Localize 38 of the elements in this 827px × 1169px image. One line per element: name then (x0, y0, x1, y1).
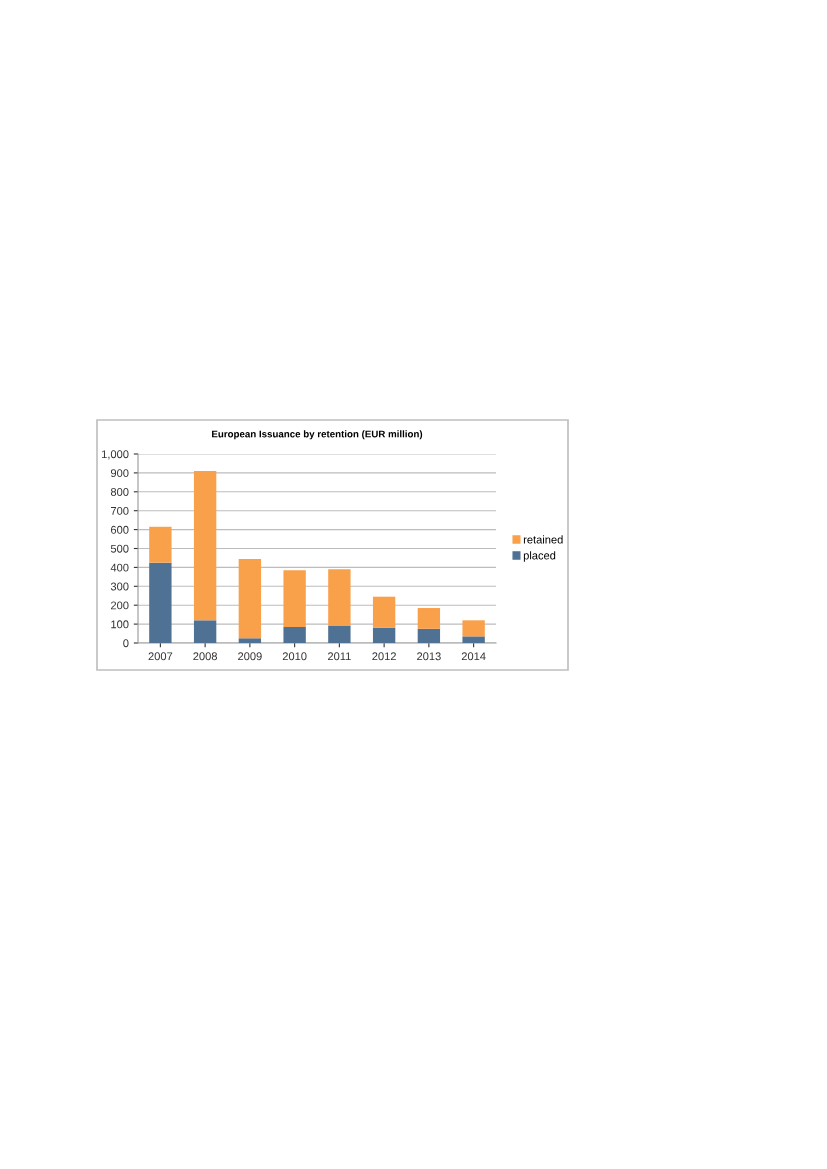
bar (283, 626, 306, 643)
bar (328, 569, 351, 626)
bar (283, 570, 306, 627)
y-tick-label: 0 (123, 639, 129, 648)
y-tick-label: 900 (110, 469, 129, 478)
x-tick-label: 2009 (238, 652, 262, 661)
bar (417, 608, 441, 629)
x-tick-label: 2012 (372, 652, 396, 661)
y-tick-label: 500 (110, 544, 129, 553)
y-tick-label: 300 (110, 582, 129, 591)
y-tick-label: 800 (110, 488, 129, 496)
y-tick-label: 600 (111, 525, 129, 534)
bar (149, 562, 172, 643)
bar (238, 558, 262, 639)
bar (193, 620, 217, 643)
chart-title: European Issuance by retention (EUR million) (212, 430, 423, 440)
bar (238, 638, 262, 643)
y-tick-label: 1,000 (102, 450, 129, 460)
bar (149, 526, 172, 563)
bar (372, 596, 396, 628)
legend-label: placed (523, 551, 556, 562)
x-tick-label: 2008 (193, 652, 217, 661)
bar (372, 627, 396, 643)
bar (328, 625, 351, 643)
x-tick-label: 2014 (461, 652, 486, 661)
y-tick-label: 100 (111, 620, 129, 629)
legend-label: retained (523, 535, 563, 544)
bar (193, 471, 217, 621)
x-tick-label: 2007 (148, 652, 173, 661)
y-tick-label: 400 (110, 563, 129, 572)
bar (462, 636, 485, 643)
y-tick-label: 200 (110, 601, 129, 610)
x-tick-label: 2010 (282, 652, 307, 661)
bar (462, 620, 485, 637)
y-tick-label: 700 (111, 506, 129, 515)
x-tick-label: 2011 (327, 652, 351, 661)
x-tick-label: 2013 (417, 652, 441, 661)
bar (417, 628, 441, 643)
